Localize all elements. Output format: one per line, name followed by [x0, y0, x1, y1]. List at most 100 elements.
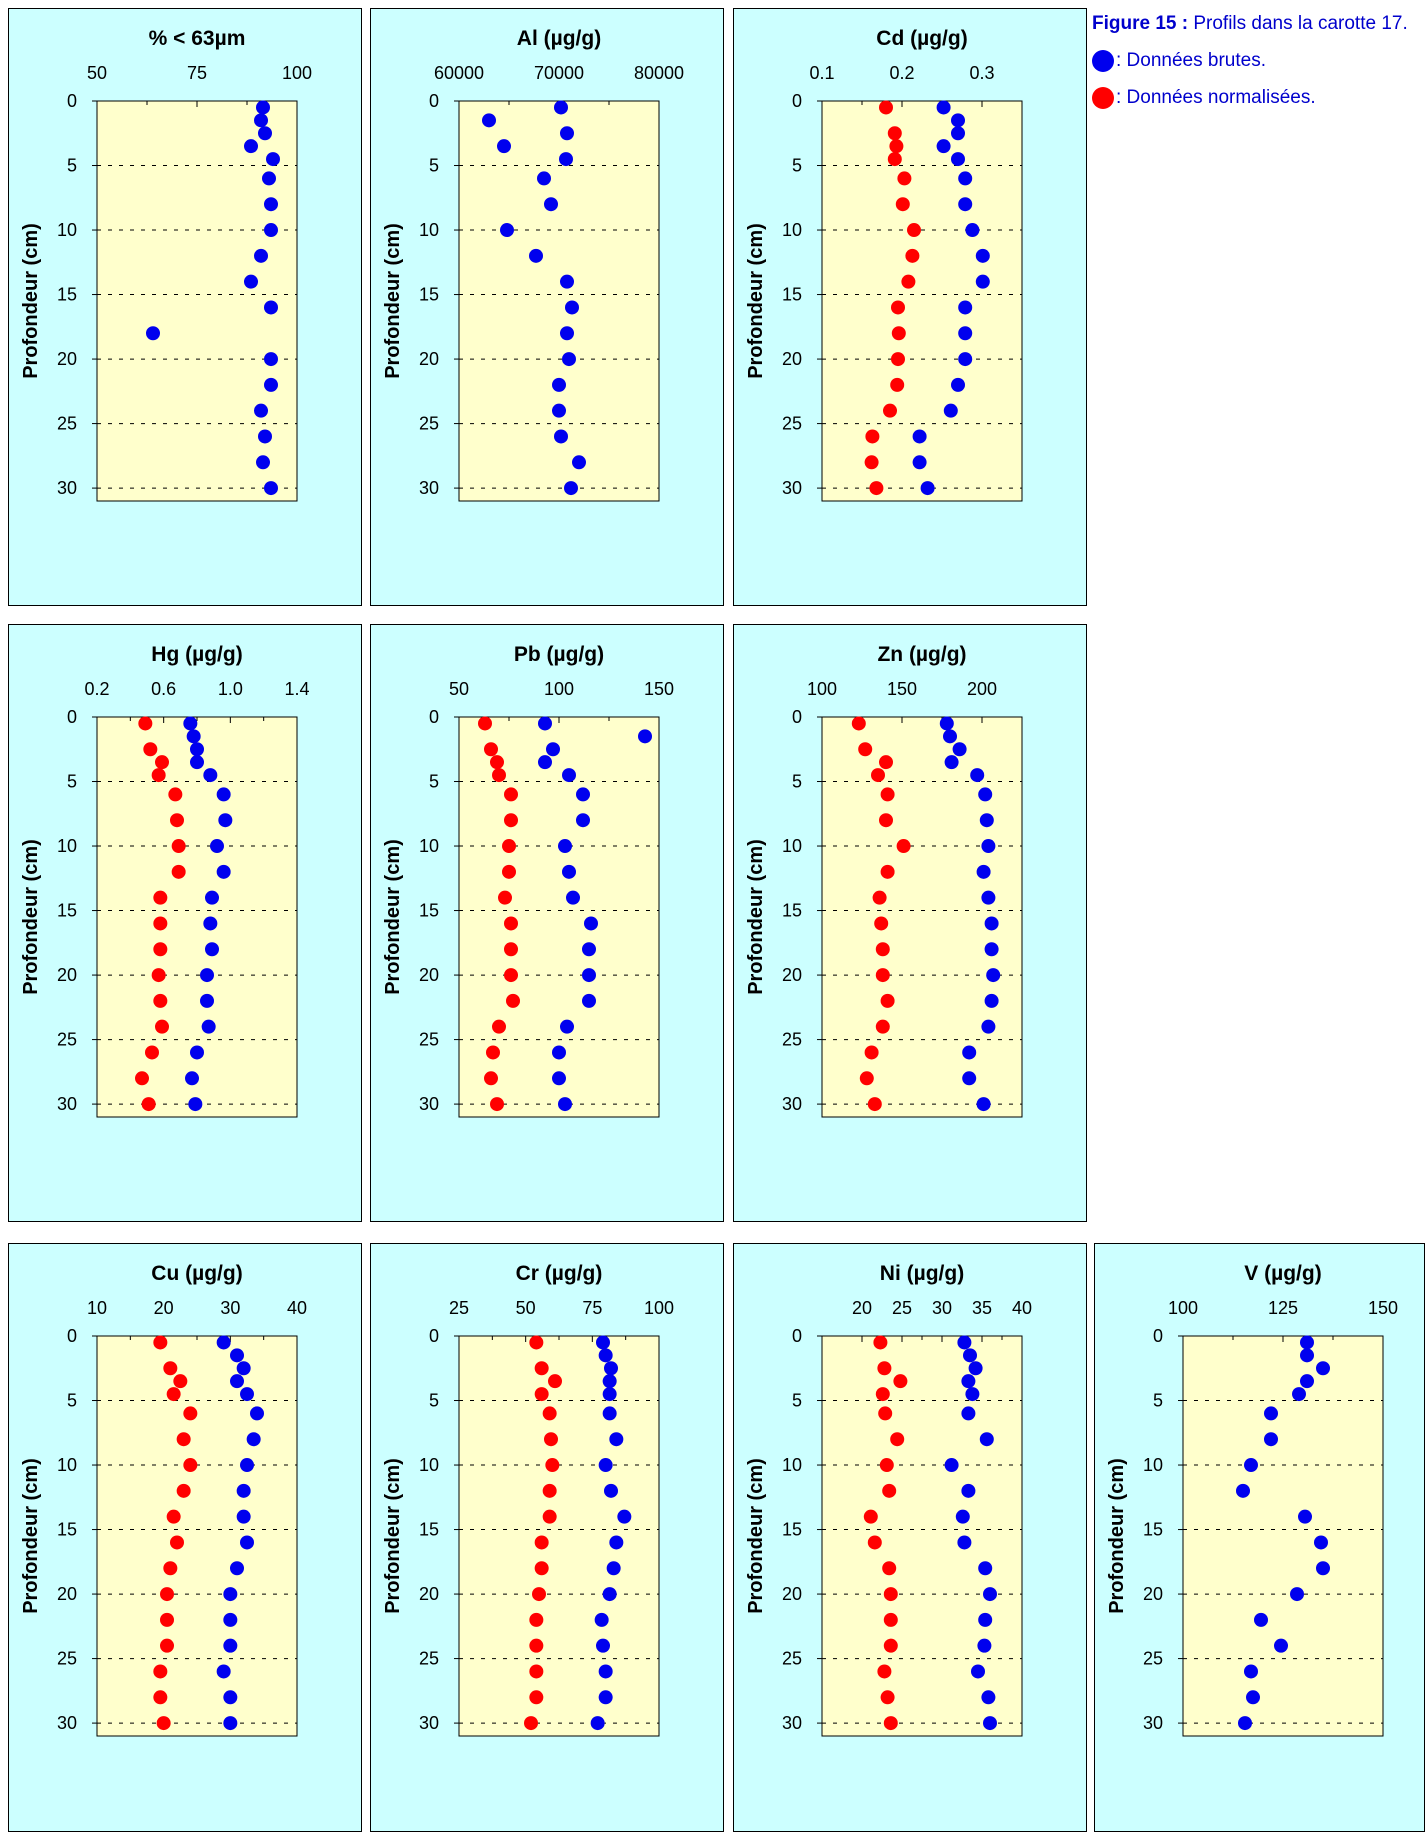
x-tick-label: 40 [287, 1298, 307, 1318]
data-point-normalized [890, 377, 905, 392]
plot-area [1182, 1335, 1384, 1737]
data-point-normalized [153, 890, 168, 905]
y-tick-label: 25 [57, 1030, 77, 1050]
data-point-raw [979, 813, 994, 828]
data-point-raw [537, 171, 551, 186]
data-point-raw [602, 1387, 617, 1402]
data-point-raw [582, 993, 596, 1008]
data-point-raw [981, 1019, 996, 1034]
y-tick-label: 15 [1143, 1520, 1163, 1540]
data-point-raw [582, 968, 596, 983]
y-tick-label: 0 [792, 91, 802, 111]
data-point-normalized [901, 274, 916, 289]
y-axis-label: Profondeur (cm) [20, 839, 42, 995]
data-point-raw [183, 716, 198, 731]
data-point-raw [957, 1535, 972, 1550]
data-point-raw [976, 864, 991, 879]
data-point-normalized [484, 1071, 498, 1086]
data-point-raw [1316, 1561, 1330, 1576]
data-point-raw [236, 1483, 251, 1498]
y-tick-label: 20 [419, 965, 439, 985]
data-point-normalized [153, 1664, 168, 1679]
y-tick-label: 20 [57, 349, 77, 369]
x-tick-label: 60000 [434, 63, 484, 83]
data-point-normalized [183, 1458, 198, 1473]
data-point-raw [558, 1097, 572, 1112]
x-tick-label: 10 [87, 1298, 107, 1318]
y-tick-label: 10 [419, 1455, 439, 1475]
data-point-normalized [858, 742, 873, 757]
data-point-normalized [529, 1638, 544, 1653]
data-point-raw [562, 768, 576, 783]
y-tick-label: 10 [782, 836, 802, 856]
data-point-raw [1314, 1535, 1328, 1550]
data-point-raw [254, 248, 268, 263]
data-point-normalized [877, 1664, 892, 1679]
panel-al: Al (µg/g) 0 5 10 15 20 25 30 60000 70000 80000 Prof… [370, 8, 724, 606]
data-point-raw [236, 1509, 251, 1524]
data-point-normalized [851, 716, 866, 731]
data-point-raw [609, 1535, 624, 1550]
data-point-normalized [873, 1335, 888, 1350]
data-point-raw [552, 1045, 566, 1060]
data-point-raw [266, 152, 280, 167]
panel-v: V (µg/g) 0 5 10 15 20 25 30 100 125 150 Profondeur … [1094, 1243, 1425, 1832]
data-point-raw [983, 1587, 997, 1602]
y-tick-label: 0 [67, 707, 77, 727]
x-tick-label: 100 [282, 63, 312, 83]
data-point-raw [984, 916, 999, 931]
data-point-raw [606, 1561, 621, 1576]
data-point-normalized [875, 968, 890, 983]
x-tick-label: 100 [644, 1298, 674, 1318]
data-point-normalized [478, 716, 492, 731]
data-point-raw [264, 481, 278, 496]
data-point-raw [216, 1664, 231, 1679]
chart-zn: Zn (µg/g) 0 5 10 15 20 25 30 100 150 200 Profondeur… [745, 643, 1023, 1118]
chart-title: Cr (µg/g) [516, 1262, 603, 1285]
y-tick-label: 5 [1153, 1391, 1163, 1411]
data-point-raw [978, 1561, 993, 1576]
data-point-normalized [865, 429, 880, 444]
y-tick-label: 25 [419, 1030, 439, 1050]
data-point-raw [584, 916, 598, 931]
chart-pb: Pb (µg/g) 0 5 10 15 20 25 30 50 100 150 Profondeur … [382, 643, 674, 1118]
data-point-raw [264, 197, 278, 212]
data-point-raw [978, 787, 993, 802]
data-point-normalized [542, 1509, 557, 1524]
x-tick-label: 20 [852, 1298, 872, 1318]
panel-zn: Zn (µg/g) 0 5 10 15 20 25 30 100 150 200 Profondeur… [733, 624, 1087, 1222]
x-tick-label: 70000 [534, 63, 584, 83]
data-point-raw [264, 352, 278, 367]
data-point-raw [976, 1097, 991, 1112]
x-tick-label: 0.3 [969, 63, 994, 83]
x-tick-label: 1.0 [218, 679, 243, 699]
data-point-raw [971, 1664, 985, 1679]
y-tick-label: 5 [792, 772, 802, 792]
data-point-normalized [548, 1374, 562, 1389]
x-tick-label: 0.2 [84, 679, 109, 699]
figure-title: Figure 15 : Profils dans la carotte 17. [1092, 12, 1422, 35]
data-point-normalized [534, 1561, 549, 1576]
x-tick-label: 0.2 [889, 63, 914, 83]
data-point-normalized [183, 1406, 198, 1421]
data-point-normalized [863, 1509, 878, 1524]
y-tick-label: 5 [67, 156, 77, 176]
data-point-raw [564, 481, 578, 496]
data-point-raw [223, 1587, 238, 1602]
data-point-normalized [153, 916, 168, 931]
data-point-normalized [880, 864, 895, 879]
data-point-raw [264, 300, 278, 315]
data-point-normalized [880, 1690, 895, 1705]
data-point-normalized [544, 1432, 558, 1447]
data-point-normalized [875, 1387, 890, 1402]
y-tick-label: 30 [57, 1713, 77, 1733]
data-point-normalized [883, 1612, 898, 1627]
data-point-raw [981, 839, 996, 854]
data-point-normalized [170, 1535, 184, 1550]
data-point-raw [955, 1509, 970, 1524]
y-tick-label: 30 [1143, 1713, 1163, 1733]
data-point-normalized [163, 1561, 178, 1576]
chart-title: % < 63µm [149, 27, 246, 50]
data-point-raw [958, 352, 973, 367]
chart-title: Pb (µg/g) [514, 643, 604, 666]
